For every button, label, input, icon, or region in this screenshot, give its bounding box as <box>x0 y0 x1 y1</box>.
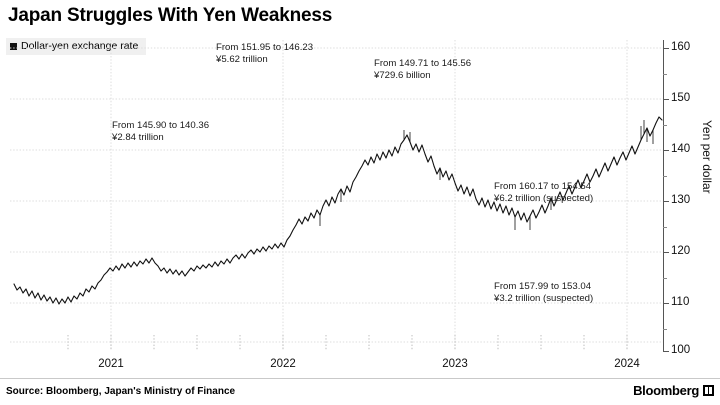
annotation-2-line2: ¥729.6 billion <box>374 70 431 81</box>
legend-label: Dollar-yen exchange rate <box>21 40 139 52</box>
y-label-150: 150 <box>671 92 691 104</box>
y-label-160: 160 <box>671 41 691 53</box>
annotation-0: From 145.90 to 140.36 ¥2.84 trillion <box>112 120 209 144</box>
y-label-120: 120 <box>671 245 691 257</box>
annotation-0-line2: ¥2.84 trillion <box>112 132 164 143</box>
y-tick-100 <box>663 351 669 352</box>
annotation-2: From 149.71 to 145.56 ¥729.6 billion <box>374 58 471 82</box>
volatility-spikes <box>319 120 654 230</box>
y-tick-130 <box>663 201 669 202</box>
x-label-2021: 2021 <box>98 358 124 370</box>
x-quarter-ticks <box>67 335 628 350</box>
y-axis-title: Yen per dollar <box>700 120 714 194</box>
y-label-100: 100 <box>671 344 691 356</box>
footer-divider <box>0 378 720 379</box>
y-label-110: 110 <box>671 296 690 308</box>
y-tick-140 <box>663 150 669 151</box>
legend-swatch-icon <box>10 43 17 50</box>
bloomberg-brand: Bloomberg <box>633 383 714 398</box>
y-tick-110 <box>663 303 669 304</box>
price-line <box>13 116 663 305</box>
source-note: Source: Bloomberg, Japan's Ministry of F… <box>6 386 236 397</box>
y-tick-minor-135 <box>663 176 667 177</box>
x-label-2022: 2022 <box>270 358 296 370</box>
y-tick-minor-125 <box>663 227 667 228</box>
annotation-1-line2: ¥5.62 trillion <box>216 54 268 65</box>
annotation-4-line2: ¥3.2 trillion (suspected) <box>494 293 594 304</box>
line-chart-svg <box>10 40 663 350</box>
annotation-3-line2: ¥6.2 trillion (suspected) <box>494 193 594 204</box>
annotation-1-line1: From 151.95 to 146.23 <box>216 42 314 53</box>
y-label-140: 140 <box>671 143 691 155</box>
brand-label: Bloomberg <box>633 383 699 398</box>
y-tick-minor-105 <box>663 329 667 330</box>
bloomberg-logo-icon <box>703 385 714 396</box>
y-axis <box>663 40 665 351</box>
y-tick-minor-145 <box>663 125 667 126</box>
annotation-4-line1: From 157.99 to 153.04 <box>494 281 592 292</box>
y-tick-120 <box>663 252 669 253</box>
y-tick-160 <box>663 48 669 49</box>
annotation-1: From 151.95 to 146.23 ¥5.62 trillion <box>216 42 313 66</box>
plot-area <box>10 40 663 350</box>
x-label-2024: 2024 <box>614 358 640 370</box>
y-tick-minor-155 <box>663 74 667 75</box>
x-label-2023: 2023 <box>442 358 468 370</box>
annotation-3: From 160.17 to 154.54 ¥6.2 trillion (sus… <box>494 181 593 205</box>
page-title: Japan Struggles With Yen Weakness <box>8 5 333 26</box>
annotation-3-line1: From 160.17 to 154.54 <box>494 181 592 192</box>
annotation-2-line1: From 149.71 to 145.56 <box>374 58 472 69</box>
annotation-4: From 157.99 to 153.04 ¥3.2 trillion (sus… <box>494 281 593 305</box>
gridlines <box>10 40 663 350</box>
y-label-130: 130 <box>671 194 691 206</box>
y-tick-minor-115 <box>663 278 667 279</box>
annotation-0-line1: From 145.90 to 140.36 <box>112 120 210 131</box>
y-tick-150 <box>663 99 669 100</box>
